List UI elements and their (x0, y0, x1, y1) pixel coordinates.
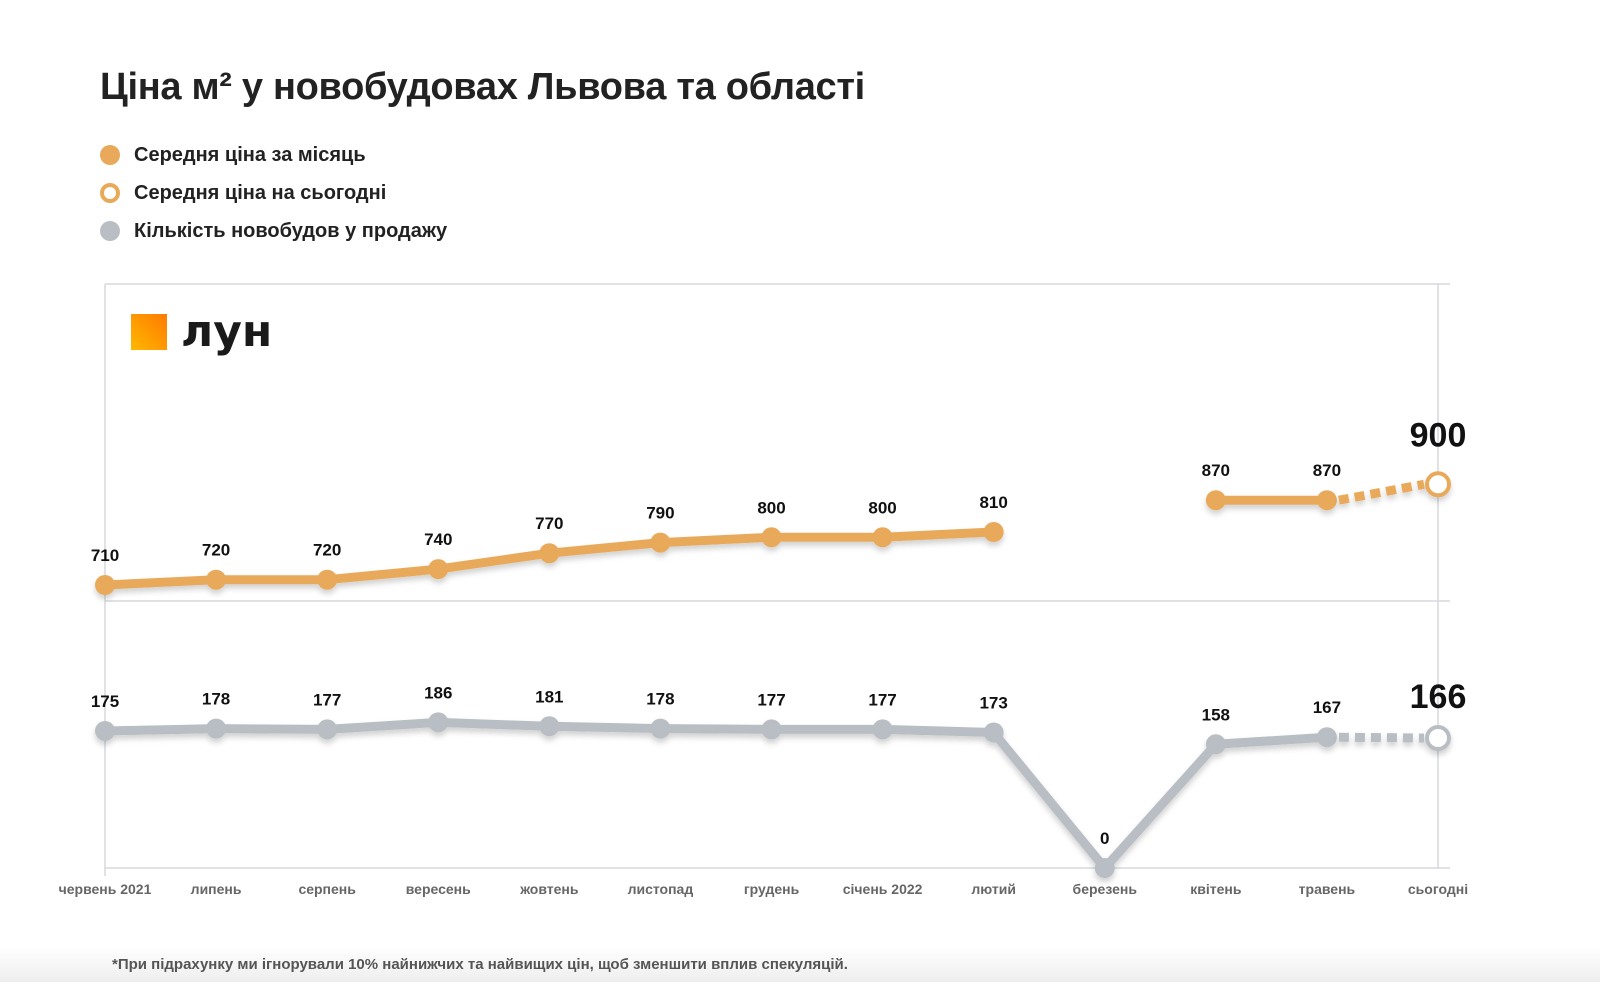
data-label: 175 (91, 692, 119, 711)
today-hollow-point (1425, 471, 1451, 498)
data-label: 181 (535, 687, 563, 706)
data-point (428, 712, 449, 733)
data-label: 177 (868, 690, 896, 709)
data-point (761, 527, 782, 548)
x-tick-label: квітень (1190, 881, 1242, 897)
x-tick-label: грудень (744, 881, 800, 897)
data-label: 720 (202, 541, 230, 560)
x-tick-label: травень (1299, 881, 1356, 897)
data-point (1205, 490, 1226, 511)
data-label: 740 (424, 530, 452, 549)
logo-text: лун (181, 306, 273, 357)
count-line (104, 717, 1328, 873)
data-label: 178 (202, 690, 230, 709)
data-point (1316, 490, 1337, 511)
filled-orange-dot-icon (100, 145, 120, 165)
data-point (1094, 858, 1115, 878)
x-tick-label: липень (191, 881, 242, 897)
data-label: 710 (91, 546, 119, 565)
legend: Середня ціна за місяць Середня ціна на с… (100, 136, 447, 250)
data-point (539, 716, 560, 737)
legend-item-today-price: Середня ціна на сьогодні (100, 174, 447, 212)
data-point (983, 522, 1004, 542)
legend-label: Середня ціна на сьогодні (134, 181, 387, 204)
hollow-orange-dot-icon (100, 183, 120, 203)
x-tick-label: березень (1073, 881, 1138, 897)
chart-title: Ціна м² у новобудовах Львова та області (100, 66, 865, 108)
data-label: 790 (646, 504, 674, 523)
data-label: 178 (646, 690, 674, 709)
data-label: 177 (757, 690, 785, 709)
x-tick-label: листопад (628, 881, 694, 897)
data-point (95, 575, 115, 595)
data-point (650, 718, 671, 739)
dashed-today-line (1338, 479, 1425, 505)
legend-label: Кількість новобудов у продажу (134, 219, 448, 242)
data-label: 167 (1313, 698, 1341, 717)
data-point (1205, 734, 1226, 755)
today-count-series (1338, 725, 1451, 752)
data-label: 158 (1202, 705, 1230, 724)
legend-label: Середня ціна за місяць (134, 143, 366, 166)
data-point (428, 559, 449, 580)
price-series (95, 490, 1337, 595)
data-point (539, 543, 560, 564)
data-point (983, 722, 1004, 743)
dashed-today-line (1338, 732, 1425, 743)
data-point (317, 569, 338, 590)
x-tick-label: січень 2022 (843, 881, 923, 897)
x-tick-label: сьогодні (1408, 881, 1468, 897)
data-label: 800 (868, 498, 896, 517)
x-tick-label: лютий (971, 881, 1016, 897)
x-tick-label: жовтень (519, 881, 579, 897)
x-tick-label: вересень (406, 881, 471, 897)
footnote-text: *При підрахунку ми ігнорували 10% найниж… (112, 956, 848, 973)
footnote: *При підрахунку ми ігнорували 10% найниж… (0, 946, 1600, 982)
today-value-label: 166 (1410, 678, 1467, 716)
data-point (95, 720, 115, 741)
data-label: 870 (1313, 461, 1341, 480)
data-point (1316, 727, 1337, 748)
data-label: 870 (1202, 461, 1230, 480)
today-hollow-point (1425, 725, 1451, 752)
data-point (761, 719, 782, 740)
today-price-series (1338, 471, 1451, 505)
data-label: 770 (535, 514, 563, 533)
data-point (872, 719, 893, 740)
legend-item-monthly-price: Середня ціна за місяць (100, 136, 447, 174)
data-label: 800 (757, 498, 785, 517)
data-label: 720 (313, 541, 341, 560)
data-label: 173 (979, 694, 1007, 713)
lun-logo: лун (131, 306, 272, 357)
data-point (206, 718, 227, 739)
logo-square-icon (131, 313, 167, 350)
x-tick-label: червень 2021 (59, 881, 152, 897)
today-value-label: 900 (1410, 416, 1467, 454)
filled-grey-dot-icon (100, 221, 120, 241)
data-point (872, 527, 893, 548)
legend-item-count: Кількість новобудов у продажу (100, 212, 447, 250)
data-point (650, 532, 671, 553)
data-label: 0 (1100, 829, 1109, 848)
data-point (206, 569, 227, 590)
data-point (317, 719, 338, 740)
data-label: 810 (979, 493, 1007, 512)
x-tick-label: серпень (298, 881, 356, 897)
data-label: 177 (313, 690, 341, 709)
count-series (95, 712, 1337, 878)
data-label: 186 (424, 683, 452, 702)
